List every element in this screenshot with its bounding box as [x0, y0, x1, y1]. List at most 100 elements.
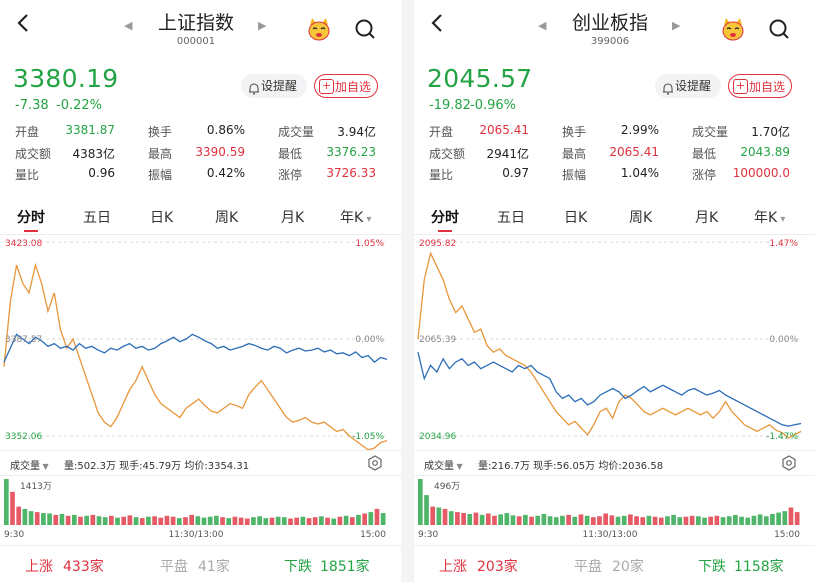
tab-five-day[interactable]: 五日: [497, 210, 525, 226]
tab-daily-k[interactable]: 日K: [564, 210, 588, 226]
next-stock-icon[interactable]: ▶: [672, 19, 681, 32]
volume-bar: [782, 511, 788, 525]
add-watchlist-label: 加自选: [749, 80, 786, 94]
tab-intraday[interactable]: 分时: [431, 210, 459, 226]
stat-open: 2065.41: [479, 123, 529, 137]
volume-bar: [84, 515, 89, 525]
volume-bar: [751, 515, 757, 525]
tab-daily-k[interactable]: 日K: [150, 210, 174, 226]
volume-bar: [455, 512, 460, 525]
volume-bar: [176, 518, 182, 525]
volume-indicator-select[interactable]: 成交量 ▼: [10, 457, 49, 472]
volume-bar: [28, 511, 34, 525]
volume-bar: [745, 517, 751, 525]
stat-limit-label: 涨停: [692, 168, 717, 182]
mascot-icon[interactable]: [720, 16, 746, 42]
volume-bar: [96, 516, 102, 525]
set-alert-label: 设提醒: [675, 79, 712, 93]
volume-bar: [164, 515, 170, 525]
volume-chart[interactable]: 1413万 9:30 11:30/13:00 15:00: [0, 475, 401, 543]
gear-icon[interactable]: [367, 455, 383, 471]
tab-monthly-k[interactable]: 月K: [695, 210, 719, 226]
volume-bar: [183, 517, 188, 525]
gear-icon[interactable]: [781, 455, 797, 471]
tab-monthly-k[interactable]: 月K: [281, 210, 305, 226]
volume-bar: [331, 518, 337, 525]
current-price: 2045.57: [427, 64, 533, 93]
intraday-chart[interactable]: 3423.08 3387.57 3352.06 1.05% 0.00% -1.0…: [0, 234, 401, 450]
volume-bar: [726, 516, 732, 525]
y-axis-mid-label: 2065.39: [419, 335, 456, 345]
breadth-flat-label: 平盘: [574, 559, 602, 575]
breadth-flat-count: 41家: [198, 559, 230, 575]
volume-bar: [560, 515, 565, 525]
stat-high-label: 最高: [562, 147, 587, 161]
back-icon[interactable]: [424, 8, 450, 38]
volume-bar: [53, 514, 59, 525]
tab-yearly-k[interactable]: 年K ▾: [340, 207, 371, 227]
volume-bar: [257, 516, 262, 525]
volume-bar: [788, 507, 794, 525]
volume-bar: [523, 514, 528, 525]
stat-amount: 4383亿: [72, 147, 115, 161]
volume-bar: [504, 513, 510, 525]
volume-bar: [535, 515, 541, 525]
set-alert-button[interactable]: 设提醒: [241, 74, 307, 98]
time-mid-label: 11:30/13:00: [169, 530, 224, 540]
volume-bar: [238, 517, 244, 525]
stat-open-label: 开盘: [15, 125, 40, 139]
volume-bar: [115, 517, 120, 525]
mascot-icon[interactable]: [306, 16, 332, 42]
volume-chart[interactable]: 496万 9:30 11:30/13:00 15:00: [414, 475, 815, 543]
volume-bar: [170, 516, 176, 525]
volume-bar: [658, 517, 664, 525]
add-watchlist-button[interactable]: + 加自选: [314, 74, 378, 98]
plus-icon: +: [733, 79, 748, 94]
set-alert-button[interactable]: 设提醒: [655, 74, 721, 98]
volume-bar: [59, 513, 65, 525]
intraday-chart[interactable]: 2095.82 2065.39 2034.96 1.47% 0.00% -1.4…: [414, 234, 815, 450]
volume-bar: [41, 513, 46, 525]
volume-bar: [312, 517, 318, 525]
price-change-pct: -0.96%: [470, 98, 516, 113]
volume-bar: [763, 516, 769, 525]
volume-indicator-select[interactable]: 成交量 ▼: [424, 457, 463, 472]
back-icon[interactable]: [10, 8, 36, 38]
volume-bar: [306, 518, 312, 525]
volume-bar: [510, 515, 516, 525]
volume-bar: [343, 515, 349, 525]
stat-limit-up: 100000.0: [732, 166, 790, 180]
breadth-down-label: 下跌: [698, 559, 726, 575]
pct-axis-mid-label: 0.00%: [355, 335, 384, 345]
add-watchlist-button[interactable]: + 加自选: [728, 74, 792, 98]
search-icon[interactable]: [352, 16, 378, 42]
tab-intraday[interactable]: 分时: [17, 210, 45, 226]
panel-chinext-index: ◀ 创业板指 399006 ▶ 2045.57 -19.82 -0.96% 设提…: [414, 0, 815, 582]
tab-yearly-k[interactable]: 年K ▾: [754, 207, 785, 227]
volume-bar: [109, 515, 114, 525]
tab-five-day[interactable]: 五日: [83, 210, 111, 226]
volume-bar: [220, 517, 225, 525]
breadth-flat-count: 20家: [612, 559, 644, 575]
prev-stock-icon[interactable]: ◀: [124, 19, 133, 32]
search-icon[interactable]: [766, 16, 792, 42]
chart-tabs: 分时 五日 日K 周K 月K 年K ▾: [0, 200, 401, 235]
tab-weekly-k[interactable]: 周K: [215, 210, 239, 226]
volume-bar: [584, 515, 590, 525]
price-line: [417, 352, 802, 427]
current-price: 3380.19: [13, 64, 119, 93]
time-start-label: 9:30: [418, 530, 438, 540]
tab-weekly-k[interactable]: 周K: [629, 210, 653, 226]
next-stock-icon[interactable]: ▶: [258, 19, 267, 32]
time-mid-label: 11:30/13:00: [583, 530, 638, 540]
caret-down-icon: ▼: [40, 462, 49, 471]
stock-code: 000001: [176, 36, 216, 47]
volume-bar: [733, 514, 738, 525]
volume-bar: [634, 516, 639, 525]
prev-stock-icon[interactable]: ◀: [538, 19, 547, 32]
panel-shanghai-index: ◀ 上证指数 000001 ▶ 3380.19 -7.38 -0.22% 设提醒…: [0, 0, 401, 582]
volume-bar: [541, 513, 547, 525]
volume-bar: [547, 516, 553, 525]
stat-low: 2043.89: [740, 145, 790, 159]
volume-bar: [275, 516, 281, 525]
